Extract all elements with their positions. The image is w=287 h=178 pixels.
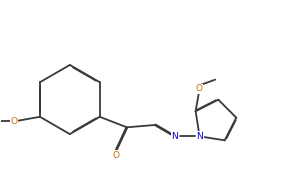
Text: O: O: [195, 84, 202, 93]
Text: N: N: [196, 132, 203, 141]
Text: N: N: [172, 132, 178, 141]
Text: O: O: [11, 117, 18, 126]
Text: O: O: [113, 151, 120, 160]
